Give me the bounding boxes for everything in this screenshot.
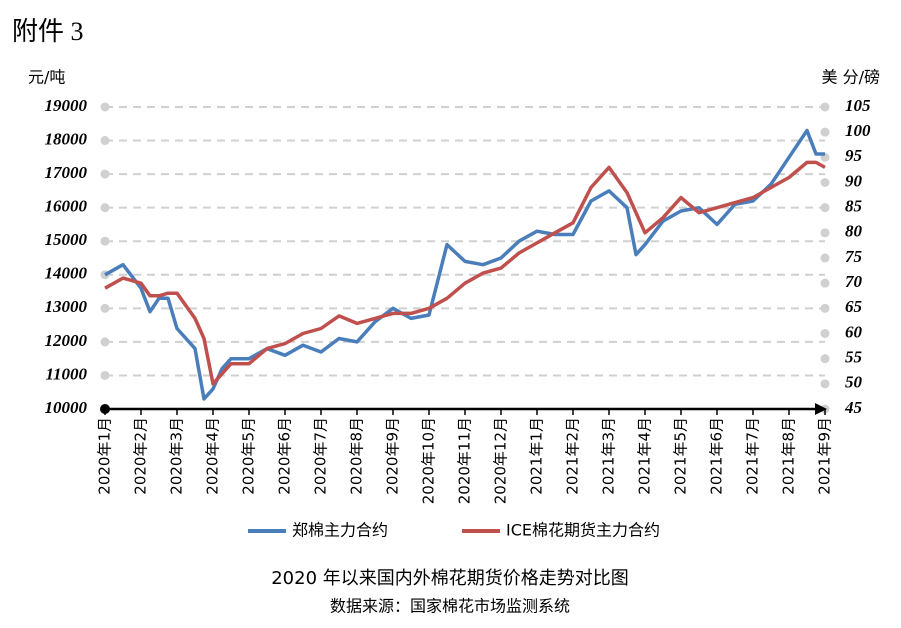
y2-tick-label: 80 bbox=[845, 222, 863, 241]
y2-tick-label: 70 bbox=[845, 272, 863, 291]
series-line bbox=[104, 128, 825, 401]
y-tick-label: 11000 bbox=[45, 364, 87, 383]
y2-tick-dot bbox=[820, 278, 830, 288]
y2-tick-label: 100 bbox=[845, 121, 871, 140]
x-tick-label: 2021年3月 bbox=[600, 417, 618, 495]
y-tick-dot bbox=[100, 370, 110, 380]
x-tick-label: 2020年6月 bbox=[276, 417, 294, 495]
y-tick-label: 17000 bbox=[45, 163, 88, 182]
x-tick-label: 2020年2月 bbox=[132, 417, 150, 495]
x-tick-label: 2021年4月 bbox=[636, 417, 654, 495]
x-tick-label: 2020年10月 bbox=[420, 417, 438, 504]
y-tick-dot bbox=[100, 337, 110, 347]
y2-tick-label: 105 bbox=[845, 96, 871, 115]
y2-tick-dot bbox=[820, 253, 830, 263]
y2-tick-dot bbox=[820, 127, 830, 137]
y-tick-label: 13000 bbox=[45, 297, 88, 316]
y2-tick-label: 90 bbox=[845, 171, 863, 190]
x-tick-label: 2021年2月 bbox=[564, 417, 582, 495]
x-tick-label: 2021年5月 bbox=[672, 417, 690, 495]
y-tick-dot bbox=[100, 303, 110, 313]
y-tick-label: 19000 bbox=[45, 96, 88, 115]
y2-tick-label: 55 bbox=[845, 348, 863, 367]
y-tick-label: 15000 bbox=[45, 230, 88, 249]
x-tick-label: 2020年1月 bbox=[96, 417, 114, 495]
x-tick-label: 2020年7月 bbox=[312, 417, 330, 495]
x-tick-label: 2020年4月 bbox=[204, 417, 222, 495]
legend-label: 郑棉主力合约 bbox=[292, 521, 388, 540]
x-tick-label: 2020年3月 bbox=[168, 417, 186, 495]
y-tick-label: 10000 bbox=[45, 398, 88, 417]
y2-tick-dot bbox=[820, 178, 830, 187]
x-tick-label: 2020年12月 bbox=[492, 417, 510, 504]
y2-tick-label: 50 bbox=[845, 373, 863, 392]
x-tick-label: 2021年8月 bbox=[780, 417, 798, 495]
y2-tick-label: 75 bbox=[845, 247, 863, 266]
y2-tick-dot bbox=[820, 228, 830, 238]
x-tick-label: 2020年11月 bbox=[456, 417, 474, 504]
y-tick-dot bbox=[100, 102, 110, 112]
x-tick-label: 2020年5月 bbox=[240, 417, 258, 495]
x-tick-label: 2021年6月 bbox=[708, 417, 726, 495]
y-tick-dot bbox=[100, 236, 110, 246]
x-axis-arrow bbox=[815, 403, 827, 415]
y-tick-label: 12000 bbox=[45, 331, 88, 350]
y2-tick-dot bbox=[820, 329, 830, 338]
chart-title: 2020 年以来国内外棉花期货价格走势对比图 bbox=[271, 568, 629, 589]
x-tick-label: 2021年1月 bbox=[528, 417, 546, 495]
y2-tick-label: 95 bbox=[845, 146, 863, 165]
y2-tick-label: 65 bbox=[845, 297, 863, 316]
x-tick-label: 2020年9月 bbox=[384, 417, 402, 495]
y-tick-dot bbox=[100, 169, 110, 179]
y2-tick-label: 45 bbox=[844, 398, 863, 417]
y-tick-label: 18000 bbox=[45, 129, 88, 148]
x-tick-label: 2021年9月 bbox=[816, 417, 834, 495]
attachment-label: 附件 3 bbox=[12, 17, 84, 46]
x-tick-label: 2020年8月 bbox=[348, 417, 366, 495]
y2-tick-dot bbox=[820, 203, 830, 213]
y2-tick-dot bbox=[820, 303, 830, 313]
legend-label: ICE棉花期货主力合约 bbox=[506, 521, 660, 540]
x-tick-label: 2021年7月 bbox=[744, 417, 762, 495]
y2-tick-dot bbox=[820, 379, 830, 389]
y-tick-label: 14000 bbox=[45, 264, 88, 283]
y-tick-label: 16000 bbox=[45, 197, 88, 216]
chart-subtitle: 数据来源：国家棉花市场监测系统 bbox=[330, 597, 570, 616]
y2-tick-label: 85 bbox=[845, 197, 863, 216]
series-line bbox=[104, 160, 826, 386]
y2-tick-dot bbox=[820, 102, 830, 112]
y-axis-label: 元/吨 bbox=[28, 68, 65, 87]
y2-tick-dot bbox=[820, 354, 830, 364]
y-tick-dot bbox=[100, 203, 110, 213]
y2-axis-label: 美 分/磅 bbox=[822, 68, 880, 87]
y2-tick-label: 60 bbox=[845, 322, 863, 341]
y-tick-dot bbox=[100, 136, 110, 146]
